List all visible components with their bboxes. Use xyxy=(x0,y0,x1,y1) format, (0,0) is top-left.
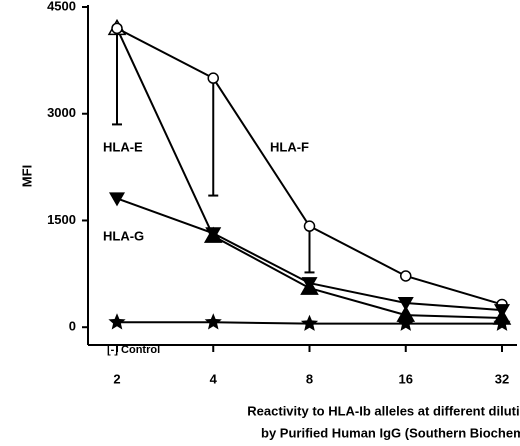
series-label: HLA-G xyxy=(103,228,144,243)
series-label: HLA-E xyxy=(103,139,143,154)
y-tick-label: 4500 xyxy=(47,0,76,13)
marker xyxy=(397,297,414,312)
marker xyxy=(207,72,219,84)
marker xyxy=(493,314,511,331)
y-tick-label: 0 xyxy=(69,319,76,334)
x-tick-label: 8 xyxy=(306,371,313,386)
marker xyxy=(303,220,316,232)
marker xyxy=(109,192,125,207)
series-line xyxy=(116,27,503,319)
marker xyxy=(301,277,318,292)
x-tick-label: 2 xyxy=(113,371,120,386)
marker xyxy=(204,313,222,330)
marker xyxy=(108,313,126,330)
y-tick-label: 3000 xyxy=(47,105,76,120)
marker xyxy=(400,270,412,282)
marker xyxy=(494,304,510,319)
x-tick-label: 32 xyxy=(495,371,509,386)
x-tick-label: 16 xyxy=(399,371,413,386)
x-axis-label: Reactivity to HLA-Ib alleles at differen… xyxy=(247,403,520,418)
series-label: HLA-F xyxy=(270,139,309,154)
x-tick-label: 4 xyxy=(210,371,218,386)
x-axis-label: by Purified Human IgG (Southern Biochem) xyxy=(261,425,520,440)
marker xyxy=(205,227,222,242)
series-label: [-] Control xyxy=(107,344,160,356)
marker xyxy=(300,314,319,331)
y-axis-label: MFI xyxy=(19,165,34,187)
marker xyxy=(397,314,415,331)
marker xyxy=(111,22,123,35)
y-tick-label: 1500 xyxy=(47,212,76,227)
